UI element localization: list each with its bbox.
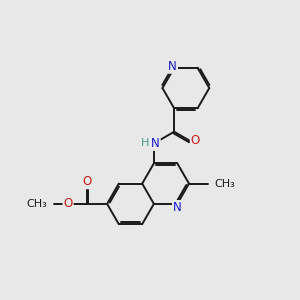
- Text: O: O: [63, 197, 73, 210]
- Text: CH₃: CH₃: [215, 178, 236, 189]
- Text: N: N: [168, 60, 177, 73]
- Text: CH₃: CH₃: [26, 199, 47, 209]
- Text: N: N: [173, 201, 182, 214]
- Text: O: O: [191, 134, 200, 147]
- Text: O: O: [82, 175, 91, 188]
- Text: N: N: [151, 137, 160, 150]
- Text: H: H: [141, 138, 150, 148]
